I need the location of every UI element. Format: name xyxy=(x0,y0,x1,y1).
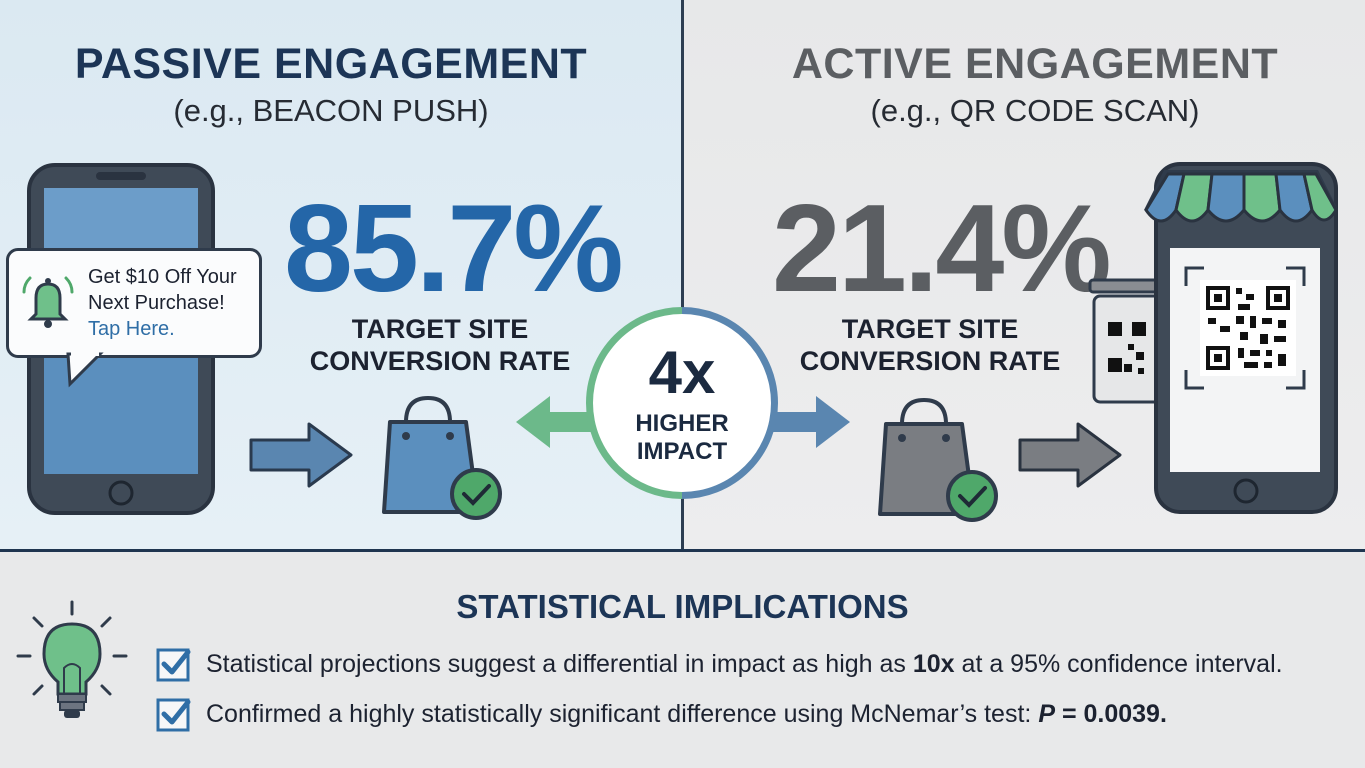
statistic-item-1: Statistical projections suggest a differ… xyxy=(206,650,1283,679)
notification-line1: Get $10 Off Your xyxy=(88,266,237,288)
impact-label-line2: IMPACT xyxy=(636,438,728,465)
active-subtitle: (e.g., QR CODE SCAN) xyxy=(870,93,1200,128)
active-title: ACTIVE ENGAGEMENT xyxy=(791,40,1279,88)
push-notification[interactable] xyxy=(6,248,262,358)
passive-rate-label: TARGET SITE CONVERSION RATE xyxy=(300,313,580,377)
statistic-item-2: Confirmed a highly statistically signifi… xyxy=(206,700,1167,729)
statistic-2-p-symbol: P xyxy=(1038,700,1055,728)
active-rate-line2: CONVERSION RATE xyxy=(799,346,1061,376)
active-rate-label: TARGET SITE CONVERSION RATE xyxy=(790,313,1070,377)
active-rate-value: 21.4% xyxy=(772,180,1112,318)
left-arrow-icon xyxy=(516,396,598,448)
qr-code-icon xyxy=(1200,280,1296,376)
right-arrow-icon xyxy=(768,396,850,448)
statistic-2-text: Confirmed a highly statistically signifi… xyxy=(206,700,1039,728)
notification-line2: Next Purchase! xyxy=(88,292,225,314)
impact-label: HIGHER IMPACT xyxy=(593,410,771,466)
statistics-title: STATISTICAL IMPLICATIONS xyxy=(456,588,909,625)
statistic-1-emphasis: 10x xyxy=(912,650,955,678)
passive-rate-line2: CONVERSION RATE xyxy=(309,346,571,376)
passive-subtitle: (e.g., BEACON PUSH) xyxy=(173,93,489,128)
lightbulb-icon xyxy=(16,600,128,718)
shopping-bag-check-icon xyxy=(878,397,998,522)
left-arrow-icon xyxy=(1018,422,1122,488)
passive-rate-value: 85.7% xyxy=(284,180,624,318)
bubble-tail xyxy=(66,352,104,388)
passive-title: PASSIVE ENGAGEMENT xyxy=(74,40,588,88)
impact-multiplier: 4x xyxy=(648,339,716,406)
notification-text: Get $10 Off Your Next Purchase! Tap Here… xyxy=(88,264,237,342)
statistic-2-emphasis: = 0.0039. xyxy=(1055,700,1167,728)
horizontal-divider xyxy=(0,549,1365,552)
statistic-1-text: Statistical projections suggest a differ… xyxy=(206,650,913,678)
active-rate-line1: TARGET SITE xyxy=(841,314,1019,344)
notification-link[interactable]: Tap Here. xyxy=(88,318,175,340)
impact-badge xyxy=(593,314,771,492)
checkbox-icon xyxy=(156,698,191,732)
qr-code-sign-icon xyxy=(1088,278,1164,404)
statistics-panel xyxy=(0,552,1365,768)
statistic-1-suffix: at a 95% confidence interval. xyxy=(954,650,1283,678)
impact-label-line1: HIGHER xyxy=(635,410,729,437)
shopping-bag-check-icon xyxy=(382,395,502,520)
vertical-divider xyxy=(681,0,684,549)
bell-icon xyxy=(22,276,74,328)
passive-rate-line1: TARGET SITE xyxy=(351,314,529,344)
right-arrow-icon xyxy=(249,422,353,488)
checkbox-icon xyxy=(156,648,191,682)
